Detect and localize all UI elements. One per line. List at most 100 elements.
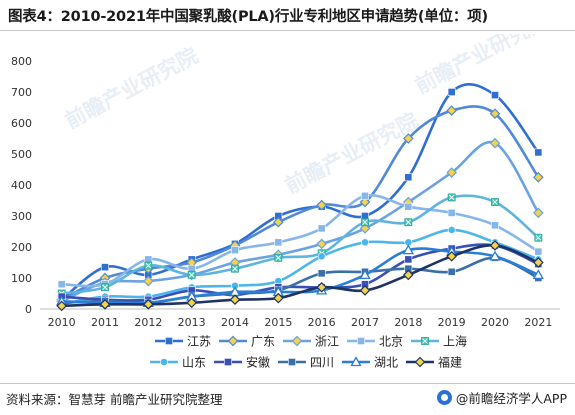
chart-series — [56, 83, 544, 312]
series-福建 — [56, 240, 544, 312]
data-point — [99, 299, 111, 310]
legend-item: 安徽 — [214, 355, 270, 370]
data-point — [402, 133, 414, 144]
legend-item: 广东 — [219, 335, 275, 349]
legend-marker — [414, 356, 426, 368]
x-tick-label: 2019 — [438, 316, 466, 329]
y-tick-label: 500 — [11, 148, 32, 161]
data-point — [491, 198, 499, 206]
legend-label: 福建 — [438, 355, 462, 370]
data-point — [404, 255, 413, 264]
series-line — [61, 140, 540, 303]
legend-marker — [224, 358, 232, 366]
legend-label: 广东 — [251, 335, 275, 349]
chart-axes: 0 100 200 300 400 500 600 700 800 2010 2011 2012 201… — [11, 55, 560, 329]
data-point — [446, 250, 458, 262]
data-point — [144, 261, 153, 270]
legend-item: 上海 — [411, 334, 467, 349]
data-point — [359, 196, 371, 208]
legend-label: 北京 — [379, 335, 403, 349]
legend-marker — [160, 358, 168, 366]
brand-logo-icon — [436, 390, 452, 405]
x-tick-label: 2013 — [178, 316, 206, 329]
legend-label: 上海 — [443, 334, 467, 349]
data-point — [534, 148, 543, 157]
legend-marker — [350, 356, 362, 367]
x-tick-label: 2010 — [48, 316, 76, 329]
legend-item: 福建 — [406, 355, 462, 370]
y-tick-label: 700 — [11, 86, 32, 99]
legend-item: 北京 — [347, 335, 403, 349]
chart-title: 图表4：2010-2021年中国聚乳酸(PLA)行业专利地区申请趋势(单位：项) — [8, 9, 488, 25]
series-北京 — [57, 191, 543, 289]
data-point — [101, 283, 109, 292]
legend-label: 安徽 — [246, 355, 270, 370]
data-point — [446, 105, 458, 116]
data-point — [231, 246, 239, 254]
data-point — [361, 238, 369, 247]
footer-divider — [0, 383, 575, 384]
data-point — [361, 218, 369, 227]
legend-label: 江苏 — [187, 335, 211, 349]
legend-item: 浙江 — [283, 335, 339, 349]
data-point — [101, 263, 109, 272]
x-tick-label: 2011 — [91, 316, 119, 329]
data-point — [447, 193, 456, 202]
data-point — [402, 269, 414, 281]
legend-marker — [357, 337, 365, 345]
data-point — [274, 253, 283, 262]
data-point — [489, 250, 501, 261]
data-point — [359, 223, 371, 234]
x-tick-label: 2016 — [308, 316, 336, 329]
data-point — [489, 240, 501, 251]
data-point — [404, 173, 413, 182]
data-point — [272, 216, 284, 228]
data-point — [491, 221, 499, 230]
data-point — [532, 207, 544, 219]
data-point — [446, 167, 458, 178]
data-point — [532, 257, 544, 268]
legend-marker — [165, 337, 173, 345]
y-tick-label: 800 — [11, 55, 32, 68]
data-point — [404, 202, 413, 211]
watermark-text: 前瞻产业研究院 — [281, 108, 422, 198]
x-tick-label: 2014 — [221, 316, 249, 329]
data-point — [229, 294, 241, 306]
data-point — [316, 238, 328, 250]
title-divider — [0, 30, 575, 31]
y-tick-label: 0 — [25, 303, 32, 316]
data-point — [447, 267, 456, 276]
x-tick-label: 2015 — [264, 316, 292, 329]
y-tick-label: 200 — [11, 241, 32, 254]
legend-item: 湖北 — [342, 355, 398, 370]
data-point — [272, 292, 284, 304]
y-tick-label: 400 — [11, 179, 32, 192]
x-tick-label: 2018 — [394, 316, 422, 329]
legend-marker — [291, 335, 303, 347]
data-point — [534, 247, 543, 256]
data-point — [402, 244, 414, 255]
brand-text: @前瞻经济学人APP — [455, 391, 567, 406]
legend-label: 湖北 — [374, 355, 398, 370]
data-point — [404, 218, 413, 227]
data-point — [186, 297, 198, 309]
data-point — [317, 269, 326, 278]
data-point — [316, 199, 328, 211]
watermark-text: 前瞻产业研究院 — [411, 34, 552, 98]
legend-label: 山东 — [182, 356, 206, 370]
data-point — [57, 280, 66, 289]
legend-marker — [288, 358, 296, 366]
data-point — [142, 275, 154, 287]
data-point — [317, 224, 326, 233]
data-point — [187, 271, 196, 279]
watermark-text: 前瞻产业研究院 — [61, 43, 202, 133]
x-tick-label: 2012 — [134, 316, 162, 329]
data-point — [532, 171, 544, 183]
legend-label: 四川 — [310, 356, 334, 370]
legend-item: 山东 — [150, 356, 206, 370]
data-point — [231, 264, 239, 273]
source-note: 资料来源：智慧芽 前瞻产业研究院整理 — [6, 392, 223, 407]
